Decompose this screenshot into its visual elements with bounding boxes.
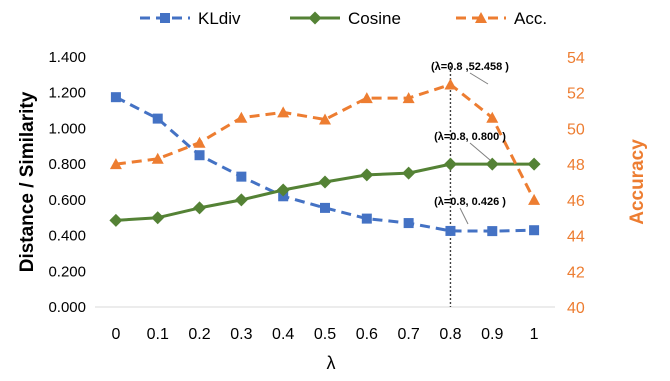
legend-marker [308,11,322,25]
data-point [151,211,165,225]
data-point [276,183,290,197]
annotation-label: (λ=0.8 ,52.458 ) [431,61,509,73]
data-point [194,150,205,161]
data-point [151,152,164,164]
data-point [487,226,498,237]
y-left-axis-title: Distance / Similarity [17,91,38,272]
x-tick-label: 0.7 [398,326,420,343]
x-tick-label: 0.5 [314,326,336,343]
legend-label: Cosine [348,9,401,28]
data-point [277,106,290,118]
data-point [485,157,499,171]
series-line-acc [115,83,536,201]
x-tick-label: 0.6 [356,326,378,343]
data-point [486,111,499,123]
annotation-leader [469,142,491,161]
legend-marker [160,13,170,23]
data-point [402,166,416,180]
data-point [443,157,457,171]
y-right-tick-label: 48 [567,157,585,174]
y-left-tick-label: 0.400 [48,228,86,245]
data-point [319,113,331,125]
legend-label: Acc. [514,9,547,28]
data-point [361,213,372,224]
data-point [236,171,247,182]
x-tick-label: 0.2 [188,326,210,343]
y-left-tick-label: 0.000 [48,299,86,316]
x-tick-label: 1 [530,326,539,343]
data-point [444,78,457,90]
y-left-tick-label: 0.800 [48,156,86,173]
x-tick-label: 0.8 [439,326,461,343]
annotation-leader [469,72,489,85]
data-point [318,175,332,189]
data-point [193,136,206,148]
y-right-tick-label: 54 [567,50,585,67]
x-axis-title: λ [327,353,336,373]
annotation-label: (λ=0.8, 0.800 ) [434,131,506,143]
y-left-tick-label: 0.200 [48,263,86,280]
y-right-tick-label: 40 [567,300,585,317]
y-right-tick-label: 42 [567,264,585,281]
annotation-label: (λ=0.8, 0.426 ) [434,196,506,208]
data-point [529,225,540,236]
data-point [193,201,207,215]
annotation-leader [459,207,469,225]
y-left-tick-label: 1.000 [48,120,86,137]
x-tick-label: 0.1 [147,326,169,343]
x-tick-label: 0 [111,326,120,343]
data-point [109,213,123,227]
y-left-tick-label: 1.400 [48,49,86,66]
data-point [528,193,541,205]
data-point [109,158,122,170]
data-point [152,113,163,124]
data-point [234,193,248,207]
data-point [445,225,456,236]
data-point [110,92,121,103]
y-right-axis-title: Accuracy [627,139,648,225]
y-right-tick-label: 44 [567,229,585,246]
x-tick-label: 0.3 [230,326,252,343]
data-point [403,218,414,229]
y-right-tick-label: 50 [567,121,585,138]
legend-label: KLdiv [198,9,241,28]
y-right-tick-label: 46 [567,193,585,210]
y-left-tick-label: 0.600 [48,192,86,209]
legend-marker [475,12,487,23]
x-tick-label: 0.9 [481,326,503,343]
data-point [527,157,541,171]
series-line-kldiv [115,95,535,233]
x-tick-label: 0.4 [272,326,294,343]
y-left-tick-label: 1.200 [48,85,86,102]
data-point [360,92,373,104]
data-point [320,202,330,213]
data-point [235,111,248,123]
data-point [360,168,374,182]
y-right-tick-label: 52 [567,86,585,103]
data-point [402,92,415,104]
